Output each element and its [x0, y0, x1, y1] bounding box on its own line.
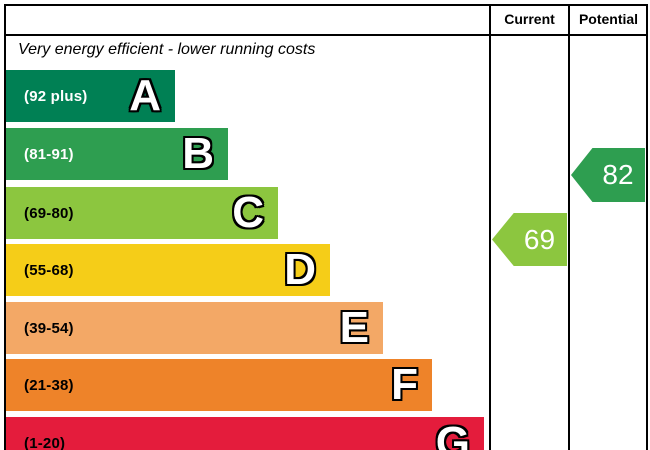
table-border — [4, 4, 648, 450]
band-e: (39-54) E — [6, 302, 383, 354]
band-g: (1-20) G — [6, 417, 484, 450]
potential-column-header: Potential — [578, 11, 639, 27]
band-g-letter: G — [435, 418, 472, 450]
band-b-letter: B — [181, 129, 215, 178]
band-b: (81-91) B — [6, 128, 228, 180]
band-f: (21-38) F — [6, 359, 432, 411]
band-c-letter: C — [231, 188, 265, 237]
header-row-divider — [4, 34, 648, 36]
band-b-range-label: (81-91) — [24, 145, 74, 163]
potential-rating-value: 82 — [602, 159, 634, 190]
current-rating-value: 69 — [523, 223, 556, 255]
band-f-letter: F — [390, 360, 419, 409]
band-a-letter: A — [128, 71, 162, 120]
band-g-range-label: (1-20) — [24, 434, 66, 450]
band-f-range-label: (21-38) — [24, 376, 74, 394]
band-c: (69-80) C — [6, 187, 278, 239]
efficiency-caption-top: Very energy efficient - lower running co… — [18, 41, 316, 58]
potential-column-divider — [568, 4, 570, 450]
band-e-range-label: (39-54) — [24, 319, 74, 337]
band-c-range-label: (69-80) — [24, 204, 74, 222]
band-e-letter: E — [338, 303, 370, 352]
band-d: (55-68) D — [6, 244, 330, 296]
current-column-header: Current — [504, 11, 555, 27]
current-column-divider — [489, 4, 491, 450]
band-d-range-label: (55-68) — [24, 261, 74, 279]
band-a: (92 plus) A — [6, 70, 175, 122]
band-d-letter: D — [283, 245, 317, 294]
band-a-range-label: (92 plus) — [24, 87, 88, 105]
